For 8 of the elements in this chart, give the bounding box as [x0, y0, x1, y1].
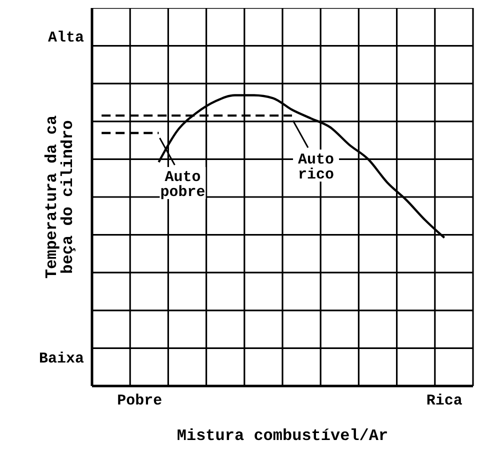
y-axis-title: Temperatura da ca beça do cilindro — [43, 114, 77, 279]
x-axis-title: Mistura combustível/Ar — [176, 427, 388, 445]
annotation: Auto pobre — [160, 169, 206, 202]
x-tick-label: Rica — [426, 392, 462, 410]
x-tick-label: Pobre — [117, 392, 162, 410]
text: Baixa — [38, 350, 84, 368]
text: Alta — [48, 29, 84, 46]
annotation: Auto rico — [298, 152, 334, 184]
